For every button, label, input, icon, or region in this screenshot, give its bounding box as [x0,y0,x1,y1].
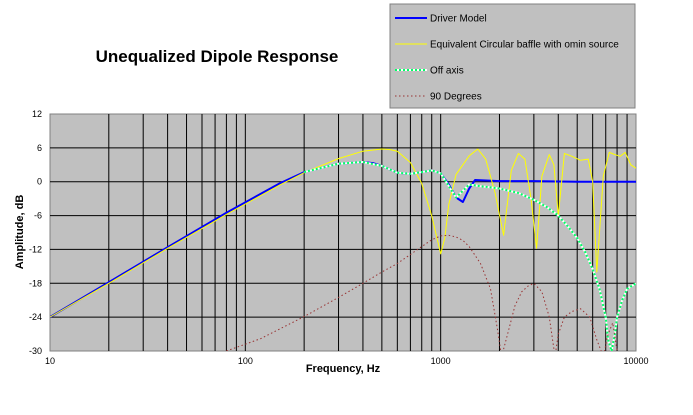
y-tick-label: -18 [29,278,42,288]
legend-label: 90 Degrees [430,92,482,103]
gridlines [50,114,636,351]
y-tick-label: -6 [34,211,42,221]
series-group [50,148,636,351]
y-tick-label: -24 [29,312,42,322]
legend-label: Driver Model [430,14,487,25]
series-line-equivalent-circular-baffle-with-omin-source [50,148,636,318]
series-line-90-degrees [226,234,618,351]
legend-label: Off axis [430,66,464,77]
y-tick-label: -12 [29,244,42,254]
y-tick-label: 12 [32,109,42,119]
x-tick-label: 1000 [431,356,451,366]
legend-box [389,3,636,109]
x-tick-label: 10000 [623,356,648,366]
legend: Driver Model Equivalent Circular baffle w… [389,3,636,109]
legend-label: Equivalent Circular baffle with omin sou… [430,40,619,51]
y-tick-label: -30 [29,346,42,356]
y-tick-label: 6 [37,143,42,153]
chart-title: Unequalized Dipole Response [96,47,339,66]
y-axis-label: Amplitude, dB [14,195,26,270]
x-axis-label: Frequency, Hz [306,363,381,375]
plot-area [49,113,637,352]
tick-labels: 10 100 1000 10000 12 6 0 -6 -12 -18 -24 -30 [29,109,649,366]
y-tick-label: 0 [37,177,42,187]
series-line-off-axis [303,161,636,351]
x-tick-label: 10 [45,356,55,366]
x-tick-label: 100 [238,356,253,366]
